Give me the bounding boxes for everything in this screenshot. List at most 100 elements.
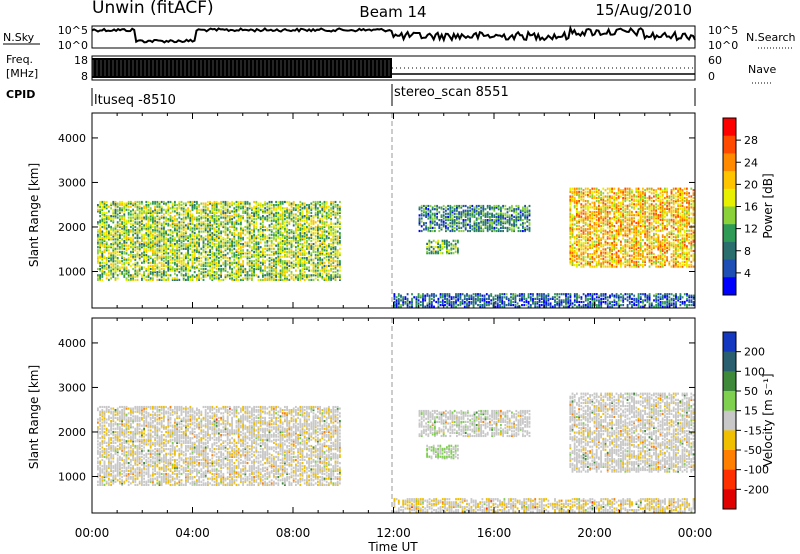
echo-cell-0 bbox=[233, 221, 236, 224]
echo-cell-0 bbox=[101, 200, 104, 204]
echo-cell-0 bbox=[110, 204, 112, 207]
echo-cell-0 bbox=[169, 236, 172, 239]
echo-cell-0 bbox=[182, 235, 185, 238]
echo-cell-0 bbox=[103, 236, 106, 239]
echo-cell-0 bbox=[229, 246, 231, 249]
echo-cell-0 bbox=[213, 253, 216, 257]
echo-cell-0 bbox=[158, 232, 161, 235]
echo-cell-0 bbox=[257, 233, 260, 236]
echo-cell-0 bbox=[185, 263, 187, 266]
echo-cell-0 bbox=[240, 238, 242, 241]
echo-cell-0 bbox=[319, 269, 321, 272]
echo-cell-0 bbox=[191, 261, 194, 264]
echo-cell-0 bbox=[273, 250, 275, 253]
echo-cell-0 bbox=[110, 233, 112, 236]
echo-cell-0 bbox=[233, 207, 236, 210]
echo-cell-0 bbox=[167, 222, 170, 225]
echo-cell-0 bbox=[255, 218, 258, 221]
echo-cell-1 bbox=[677, 297, 680, 300]
echo-cell-1 bbox=[488, 300, 490, 304]
echo-cell-0 bbox=[220, 246, 222, 249]
echo-cell-0 bbox=[308, 211, 310, 214]
echo-cell-2 bbox=[475, 225, 478, 228]
echo-cell-0 bbox=[297, 263, 299, 266]
echo-cell-0 bbox=[281, 233, 284, 236]
echo-cell-1 bbox=[428, 299, 431, 302]
echo-cell-0 bbox=[185, 208, 187, 211]
echo-cell-0 bbox=[330, 208, 332, 211]
echo-cell-0 bbox=[207, 225, 209, 229]
echo-cell-2 bbox=[491, 208, 493, 211]
echo-cell-2 bbox=[445, 217, 447, 220]
echo-cell-0 bbox=[108, 252, 110, 255]
echo-cell-1 bbox=[424, 297, 427, 300]
echo-cell-0 bbox=[248, 239, 251, 243]
echo-cell-1 bbox=[631, 304, 633, 307]
echo-cell-0 bbox=[308, 258, 310, 261]
echo-cell-1 bbox=[408, 305, 411, 308]
echo-cell-0 bbox=[233, 216, 236, 219]
echo-cell-0 bbox=[290, 239, 293, 243]
echo-cell-2 bbox=[471, 215, 474, 218]
echo-cell-0 bbox=[281, 241, 284, 244]
echo-cell-0 bbox=[257, 246, 260, 249]
echo-cell-0 bbox=[323, 235, 326, 238]
echo-cell-2 bbox=[493, 214, 496, 217]
echo-cell-0 bbox=[191, 257, 194, 260]
echo-cell-0 bbox=[99, 264, 101, 267]
echo-cell-1 bbox=[622, 299, 625, 302]
echo-cell-0 bbox=[299, 269, 302, 272]
echo-cell-0 bbox=[235, 263, 238, 266]
echo-cell-0 bbox=[312, 261, 315, 264]
echo-cell-1 bbox=[666, 294, 669, 297]
echo-cell-0 bbox=[163, 257, 165, 260]
echo-cell-0 bbox=[301, 247, 304, 250]
echo-cell-0 bbox=[251, 229, 253, 232]
echo-cell-1 bbox=[521, 297, 523, 300]
echo-cell-0 bbox=[176, 263, 178, 266]
echo-cell-0 bbox=[319, 236, 321, 239]
echo-cell-0 bbox=[242, 211, 244, 214]
echo-cell-2 bbox=[500, 211, 502, 214]
echo-cell-0 bbox=[187, 247, 189, 250]
echo-cell-0 bbox=[317, 247, 319, 250]
echo-cell-0 bbox=[167, 255, 170, 258]
echo-cell-0 bbox=[136, 246, 139, 249]
echo-cell-0 bbox=[336, 250, 339, 253]
echo-cell-0 bbox=[211, 269, 214, 272]
echo-cell-0 bbox=[229, 229, 231, 232]
echo-cell-0 bbox=[319, 258, 321, 261]
echo-cell-1 bbox=[692, 294, 695, 297]
echo-cell-0 bbox=[141, 238, 143, 241]
echo-cell-0 bbox=[336, 238, 339, 241]
echo-cell-2 bbox=[500, 220, 502, 223]
echo-cell-0 bbox=[178, 257, 181, 260]
echo-cell-1 bbox=[606, 305, 609, 308]
echo-cell-0 bbox=[292, 235, 295, 238]
echo-cell-0 bbox=[284, 261, 286, 264]
echo-cell-0 bbox=[127, 274, 130, 277]
echo-cell-0 bbox=[138, 225, 141, 229]
echo-cell-0 bbox=[262, 224, 264, 227]
echo-cell-0 bbox=[229, 266, 231, 269]
echo-cell-0 bbox=[211, 207, 214, 210]
echo-cell-0 bbox=[262, 275, 264, 278]
echo-cell-0 bbox=[334, 213, 337, 216]
echo-cell-1 bbox=[560, 299, 563, 302]
echo-cell-0 bbox=[108, 244, 110, 247]
echo-cell-0 bbox=[141, 266, 143, 269]
echo-cell-0 bbox=[215, 233, 218, 236]
echo-cell-0 bbox=[237, 219, 240, 222]
echo-cell-0 bbox=[143, 261, 145, 264]
echo-cell-1 bbox=[573, 294, 576, 297]
echo-cell-1 bbox=[573, 299, 576, 302]
echo-cell-0 bbox=[163, 263, 165, 266]
echo-cell-0 bbox=[160, 211, 163, 214]
echo-cell-0 bbox=[156, 222, 159, 225]
echo-cell-0 bbox=[149, 233, 152, 236]
echo-cell-0 bbox=[218, 218, 220, 221]
echo-cell-2 bbox=[449, 217, 452, 220]
echo-cell-0 bbox=[301, 244, 304, 247]
echo-cell-0 bbox=[246, 278, 249, 281]
echo-cell-0 bbox=[229, 241, 231, 244]
